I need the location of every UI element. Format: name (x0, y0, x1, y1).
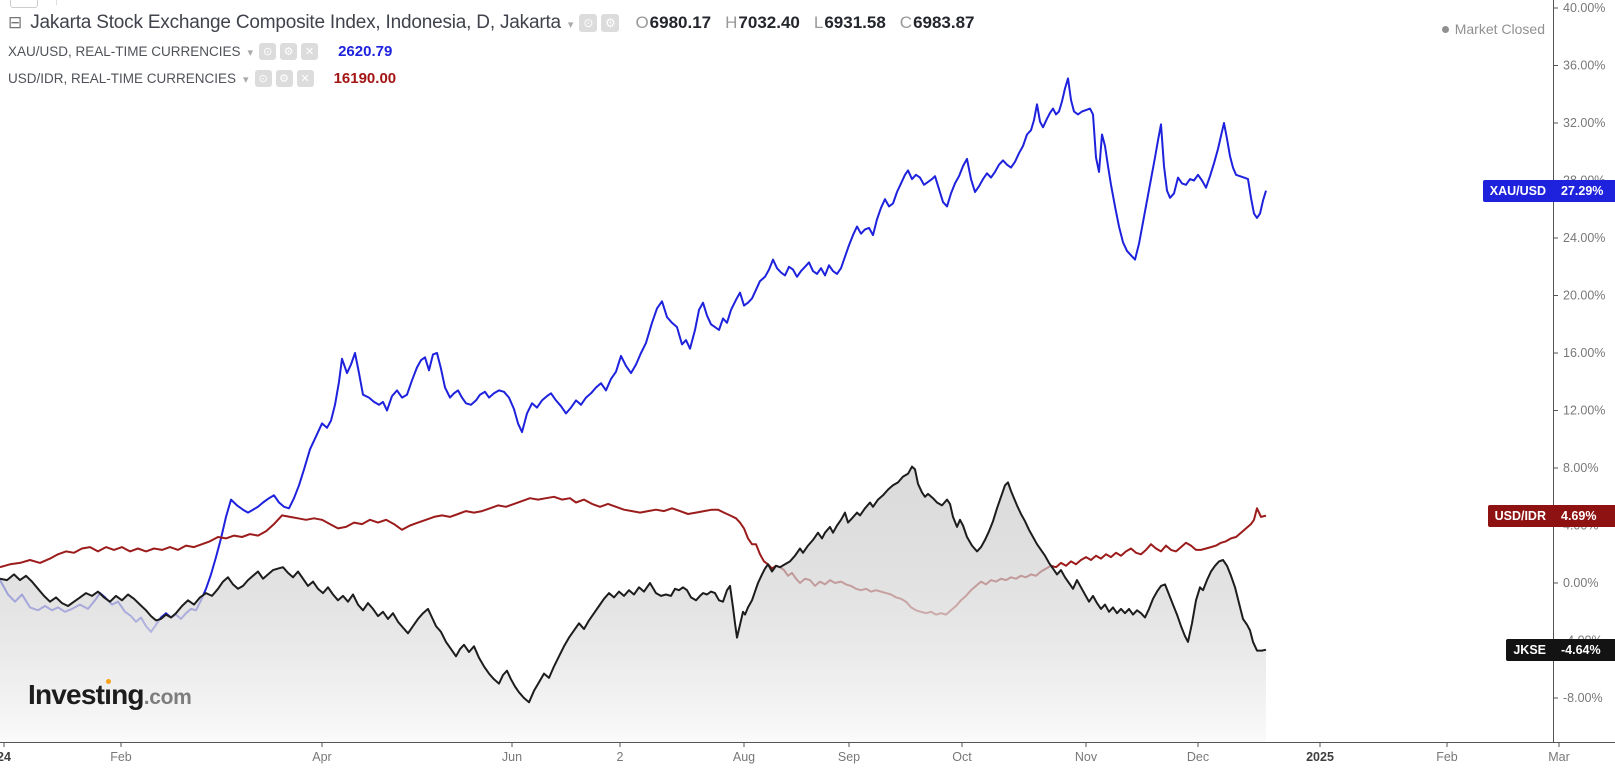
toolbar-divider (56, 0, 57, 5)
main-symbol-buttons: ⊙ ⚙ (579, 14, 620, 32)
collapse-legend-icon[interactable]: ⊟ (8, 12, 23, 33)
x-tick-label: Feb (1436, 750, 1458, 764)
chevron-down-icon[interactable]: ▾ (243, 73, 249, 86)
x-tick-label: Jun (502, 750, 522, 764)
price-tag-xauusd: XAU/USD 27.29% (1482, 179, 1615, 202)
compare-symbol-row-xauusd: XAU/USD, REAL-TIME CURRENCIES ▾ ⊙ ⚙ ✕ 26… (8, 38, 975, 65)
time-scale[interactable] (0, 742, 1615, 775)
compare-symbol-buttons: ⊙ ⚙ ✕ (254, 70, 314, 87)
y-tick-label: 16.00% (1563, 346, 1605, 360)
x-tick-label: Feb (110, 750, 132, 764)
compare-symbol-value: 16190.00 (333, 70, 397, 87)
x-tick-label: 2025 (1306, 750, 1334, 764)
close-icon[interactable]: ✕ (296, 70, 314, 87)
x-tick-label: Nov (1075, 750, 1098, 764)
gear-icon[interactable]: ⚙ (601, 14, 620, 32)
logo-orange-dot (105, 678, 111, 684)
source-icon[interactable]: ⊙ (254, 70, 272, 87)
investing-logo[interactable]: Investı ng.com (28, 678, 192, 710)
price-tag-usdidr: USD/IDR 4.69% (1487, 504, 1615, 527)
compare-symbol-title[interactable]: USD/IDR, REAL-TIME CURRENCIES (8, 71, 237, 86)
series-jkse-area (0, 466, 1266, 742)
ohlc-pair: L6931.58 (813, 13, 886, 32)
x-tick-label: 24 (0, 750, 11, 764)
y-tick-label: 36.00% (1563, 59, 1605, 73)
source-icon[interactable]: ⊙ (579, 14, 598, 32)
x-tick-label: 2 (617, 750, 624, 764)
x-tick-label: Sep (838, 750, 860, 764)
cropped-toolbar-button[interactable] (10, 0, 38, 8)
x-tick-label: Aug (733, 750, 755, 764)
gear-icon[interactable]: ⚙ (280, 43, 298, 60)
price-tag-symbol: USD/IDR (1487, 504, 1553, 527)
compare-symbol-title[interactable]: XAU/USD, REAL-TIME CURRENCIES (8, 44, 241, 59)
x-tick-label: Mar (1548, 750, 1570, 764)
source-icon[interactable]: ⊙ (259, 43, 277, 60)
y-tick-label: 20.00% (1563, 289, 1605, 303)
y-tick-label: 12.00% (1563, 404, 1605, 418)
chevron-down-icon[interactable]: ▾ (567, 17, 574, 31)
series-jkse-line (0, 465, 1267, 704)
series-xauusd-line (0, 77, 1267, 633)
price-tag-jkse: JKSE -4.64% (1506, 638, 1615, 661)
x-tick-label: Dec (1187, 750, 1209, 764)
main-symbol-row: ⊟ Jakarta Stock Exchange Composite Index… (8, 8, 975, 38)
price-tag-symbol: XAU/USD (1482, 179, 1553, 202)
price-tag-value: -4.64% (1553, 638, 1615, 661)
ohlc-values: O6980.17 H7032.40 L6931.58 C6983.87 (635, 13, 974, 33)
x-tick-label: Oct (952, 750, 972, 764)
chevron-down-icon[interactable]: ▾ (247, 46, 254, 59)
compare-symbol-row-usdidr: USD/IDR, REAL-TIME CURRENCIES ▾ ⊙ ⚙ ✕ 16… (8, 65, 975, 92)
price-scale[interactable] (1553, 0, 1615, 742)
y-tick-label: 0.00% (1563, 576, 1598, 590)
ohlc-pair: H7032.40 (725, 13, 800, 32)
y-tick-label: 32.00% (1563, 116, 1605, 130)
compare-symbol-value: 2620.79 (338, 43, 393, 60)
y-tick-label: 8.00% (1563, 461, 1598, 475)
price-tag-symbol: JKSE (1506, 638, 1553, 661)
x-tick-label: Apr (312, 750, 331, 764)
y-tick-label: -8.00% (1563, 691, 1603, 705)
series-usdidr-line (0, 495, 1267, 616)
market-status-label: Market Closed (1454, 21, 1545, 37)
main-symbol-title[interactable]: Jakarta Stock Exchange Composite Index, … (30, 12, 561, 33)
close-icon[interactable]: ✕ (301, 43, 319, 60)
chart-legend: ⊟ Jakarta Stock Exchange Composite Index… (8, 8, 975, 92)
price-tag-value: 27.29% (1553, 179, 1615, 202)
y-tick-label: 40.00% (1563, 1, 1605, 15)
ohlc-pair: C6983.87 (899, 13, 975, 32)
status-dot-icon (1441, 25, 1449, 33)
ohlc-pair: O6980.17 (635, 13, 712, 32)
y-tick-label: 24.00% (1563, 231, 1605, 245)
market-status-badge: Market Closed (1441, 21, 1545, 37)
gear-icon[interactable]: ⚙ (275, 70, 293, 87)
price-tag-value: 4.69% (1553, 504, 1615, 527)
compare-symbol-buttons: ⊙ ⚙ ✕ (259, 43, 319, 60)
